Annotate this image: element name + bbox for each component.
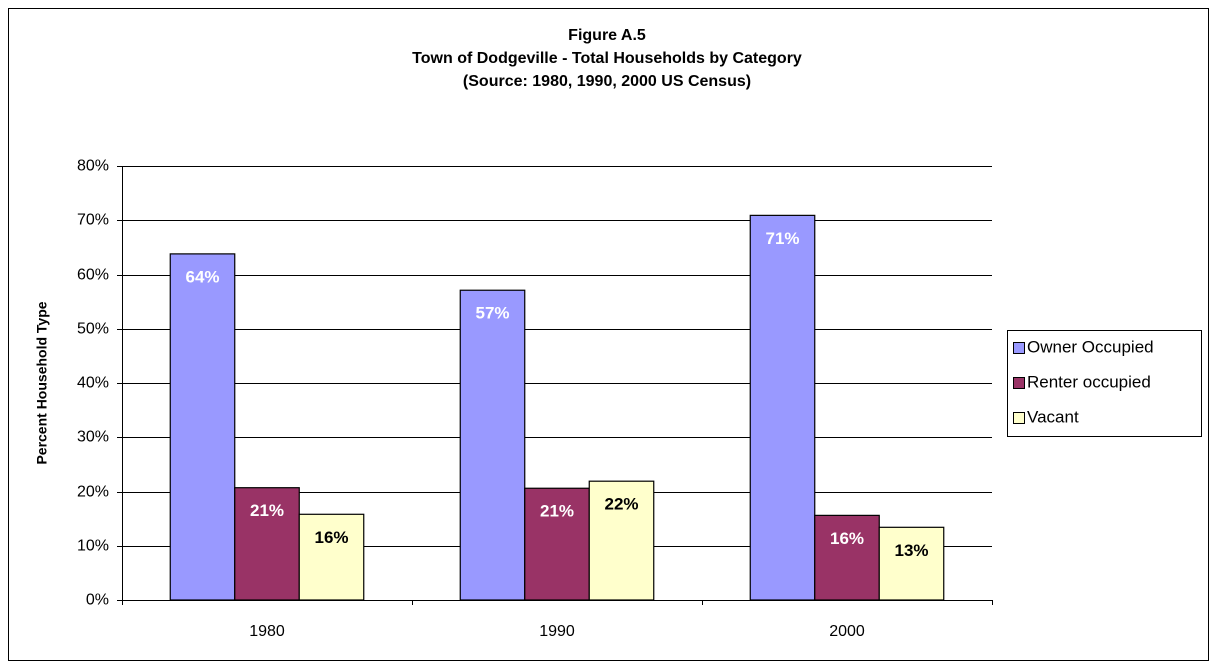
value-label: 16% bbox=[830, 529, 864, 548]
bar bbox=[588, 480, 655, 601]
value-label: 16% bbox=[314, 528, 348, 547]
legend-swatch bbox=[1013, 377, 1025, 389]
x-tick-label: 1980 bbox=[249, 623, 285, 640]
bar bbox=[459, 289, 526, 601]
legend-label: Renter occupied bbox=[1027, 372, 1151, 391]
y-tick-label: 30% bbox=[77, 429, 109, 446]
bar bbox=[749, 214, 816, 601]
chart-title: (Source: 1980, 1990, 2000 US Census) bbox=[463, 73, 751, 90]
value-label: 21% bbox=[540, 502, 574, 521]
legend-swatch bbox=[1013, 412, 1025, 424]
y-tick-label: 10% bbox=[77, 538, 109, 555]
legend-label: Vacant bbox=[1027, 407, 1079, 426]
x-tick-label: 2000 bbox=[829, 623, 865, 640]
value-label: 21% bbox=[250, 501, 284, 520]
y-tick-label: 60% bbox=[77, 267, 109, 284]
y-tick-label: 20% bbox=[77, 484, 109, 501]
chart-title: Figure A.5 bbox=[568, 27, 646, 44]
bar bbox=[878, 526, 945, 601]
y-tick-label: 40% bbox=[77, 375, 109, 392]
bar bbox=[524, 487, 590, 601]
y-tick-label: 70% bbox=[77, 212, 109, 229]
bar bbox=[298, 513, 365, 601]
value-label: 64% bbox=[185, 267, 219, 286]
value-label: 57% bbox=[475, 304, 509, 323]
legend bbox=[1007, 330, 1202, 437]
value-label: 13% bbox=[894, 541, 928, 560]
chart-title: Town of Dodgeville - Total Households by… bbox=[412, 50, 802, 67]
y-tick-label: 50% bbox=[77, 321, 109, 338]
legend-swatch bbox=[1013, 342, 1025, 354]
y-tick-label: 80% bbox=[77, 158, 109, 175]
bar bbox=[169, 253, 236, 601]
value-label: 22% bbox=[604, 495, 638, 514]
legend-label: Owner Occupied bbox=[1027, 337, 1154, 356]
x-tick-label: 1990 bbox=[539, 623, 575, 640]
value-label: 71% bbox=[765, 229, 799, 248]
bar bbox=[814, 514, 880, 601]
y-tick-label: 0% bbox=[86, 592, 109, 609]
y-axis-title: Percent Household Type bbox=[34, 301, 50, 464]
bar bbox=[234, 487, 300, 601]
